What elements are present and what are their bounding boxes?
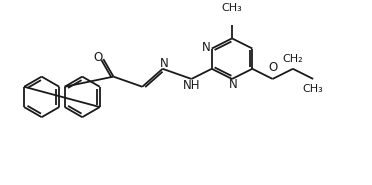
Text: N: N	[160, 57, 169, 70]
Text: NH: NH	[183, 80, 201, 92]
Text: O: O	[268, 61, 277, 74]
Text: CH₂: CH₂	[283, 54, 303, 64]
Text: CH₃: CH₃	[303, 84, 324, 94]
Text: N: N	[229, 78, 238, 90]
Text: CH₃: CH₃	[222, 3, 243, 13]
Text: N: N	[202, 41, 211, 54]
Text: O: O	[93, 51, 102, 64]
